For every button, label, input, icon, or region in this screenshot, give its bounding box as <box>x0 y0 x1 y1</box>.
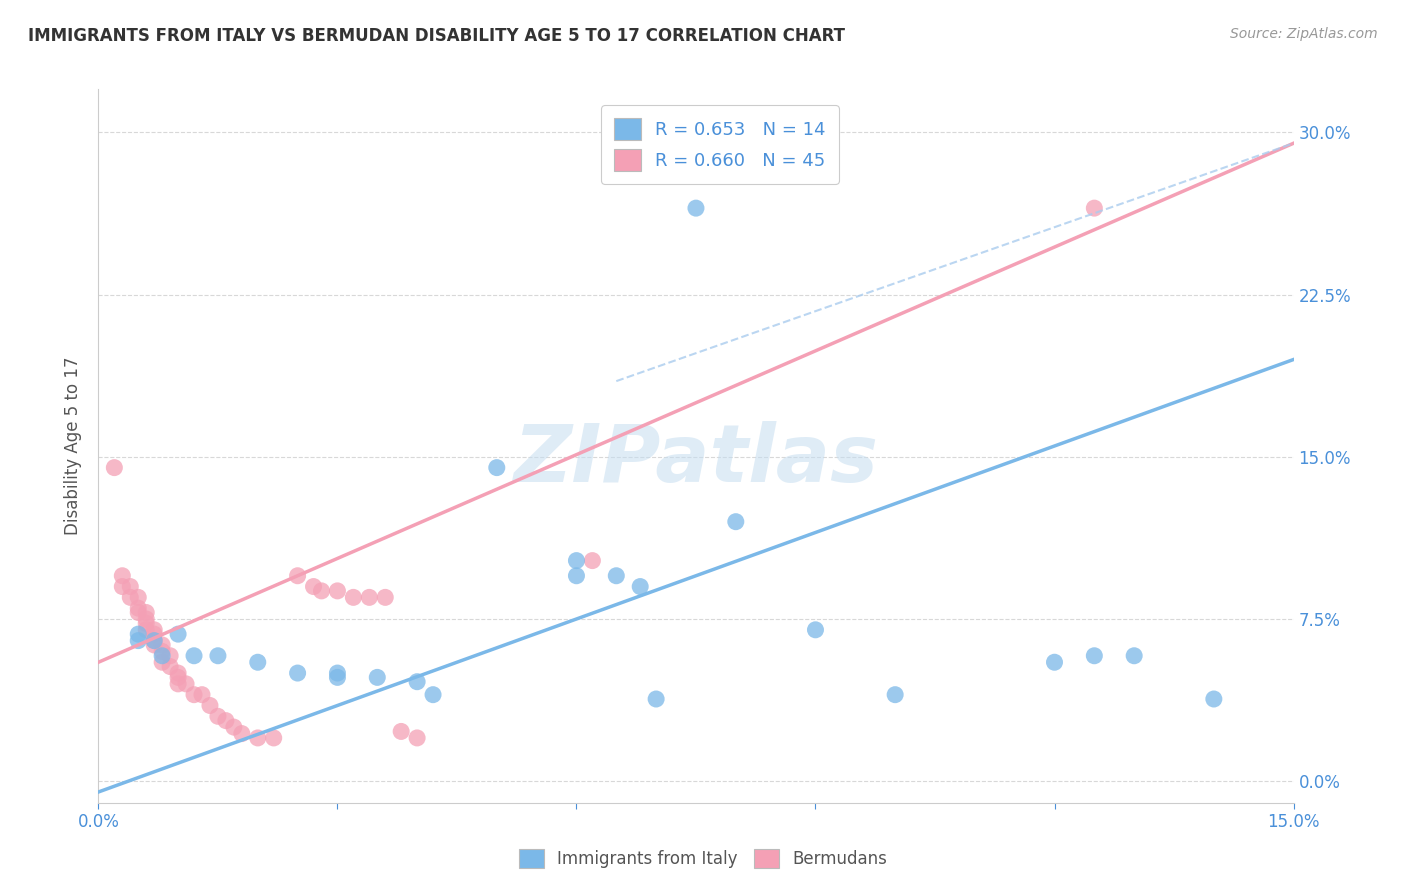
Point <box>143 638 166 652</box>
Point <box>150 644 173 658</box>
Point <box>135 606 157 620</box>
Point <box>174 677 197 691</box>
Point <box>246 655 269 669</box>
Point <box>884 688 907 702</box>
Point <box>406 731 429 745</box>
Point <box>302 580 325 594</box>
Point <box>207 648 229 663</box>
Point <box>167 627 190 641</box>
Point <box>215 714 238 728</box>
Point <box>422 688 444 702</box>
Point <box>135 612 157 626</box>
Point <box>685 201 707 215</box>
Point <box>127 606 149 620</box>
Point <box>167 677 190 691</box>
Point <box>183 648 205 663</box>
Point <box>222 720 245 734</box>
Y-axis label: Disability Age 5 to 17: Disability Age 5 to 17 <box>65 357 83 535</box>
Point <box>1202 692 1225 706</box>
Text: Source: ZipAtlas.com: Source: ZipAtlas.com <box>1230 27 1378 41</box>
Point <box>565 553 588 567</box>
Point <box>326 666 349 681</box>
Point <box>127 633 149 648</box>
Point <box>287 666 309 681</box>
Point <box>406 674 429 689</box>
Point <box>724 515 747 529</box>
Point <box>135 623 157 637</box>
Point <box>374 591 396 605</box>
Point <box>804 623 827 637</box>
Point <box>1083 201 1105 215</box>
Point <box>311 583 333 598</box>
Point <box>183 688 205 702</box>
Point <box>159 659 181 673</box>
Point <box>326 670 349 684</box>
Point <box>1123 648 1146 663</box>
Point <box>135 616 157 631</box>
Point <box>389 724 412 739</box>
Point <box>191 688 214 702</box>
Point <box>120 591 142 605</box>
Point <box>359 591 381 605</box>
Point <box>150 648 173 663</box>
Point <box>628 580 651 594</box>
Point <box>143 633 166 648</box>
Point <box>605 568 627 582</box>
Point <box>127 627 149 641</box>
Point <box>326 583 349 598</box>
Point <box>263 731 285 745</box>
Point <box>342 591 364 605</box>
Point <box>198 698 221 713</box>
Point <box>246 731 269 745</box>
Point <box>645 692 668 706</box>
Point <box>231 726 253 740</box>
Point <box>127 591 149 605</box>
Text: ZIPatlas: ZIPatlas <box>513 421 879 500</box>
Point <box>111 568 134 582</box>
Point <box>150 655 173 669</box>
Point <box>127 601 149 615</box>
Point <box>159 648 181 663</box>
Legend: Immigrants from Italy, Bermudans: Immigrants from Italy, Bermudans <box>512 842 894 875</box>
Point <box>1043 655 1066 669</box>
Point <box>167 670 190 684</box>
Text: IMMIGRANTS FROM ITALY VS BERMUDAN DISABILITY AGE 5 TO 17 CORRELATION CHART: IMMIGRANTS FROM ITALY VS BERMUDAN DISABI… <box>28 27 845 45</box>
Point <box>120 580 142 594</box>
Point <box>167 666 190 681</box>
Point <box>366 670 388 684</box>
Point <box>103 460 125 475</box>
Point <box>143 623 166 637</box>
Point <box>111 580 134 594</box>
Point <box>287 568 309 582</box>
Legend: R = 0.653   N = 14, R = 0.660   N = 45: R = 0.653 N = 14, R = 0.660 N = 45 <box>602 105 838 184</box>
Point <box>207 709 229 723</box>
Point <box>150 638 173 652</box>
Point <box>485 460 508 475</box>
Point <box>565 568 588 582</box>
Point <box>143 633 166 648</box>
Point <box>581 553 603 567</box>
Point <box>143 627 166 641</box>
Point <box>1083 648 1105 663</box>
